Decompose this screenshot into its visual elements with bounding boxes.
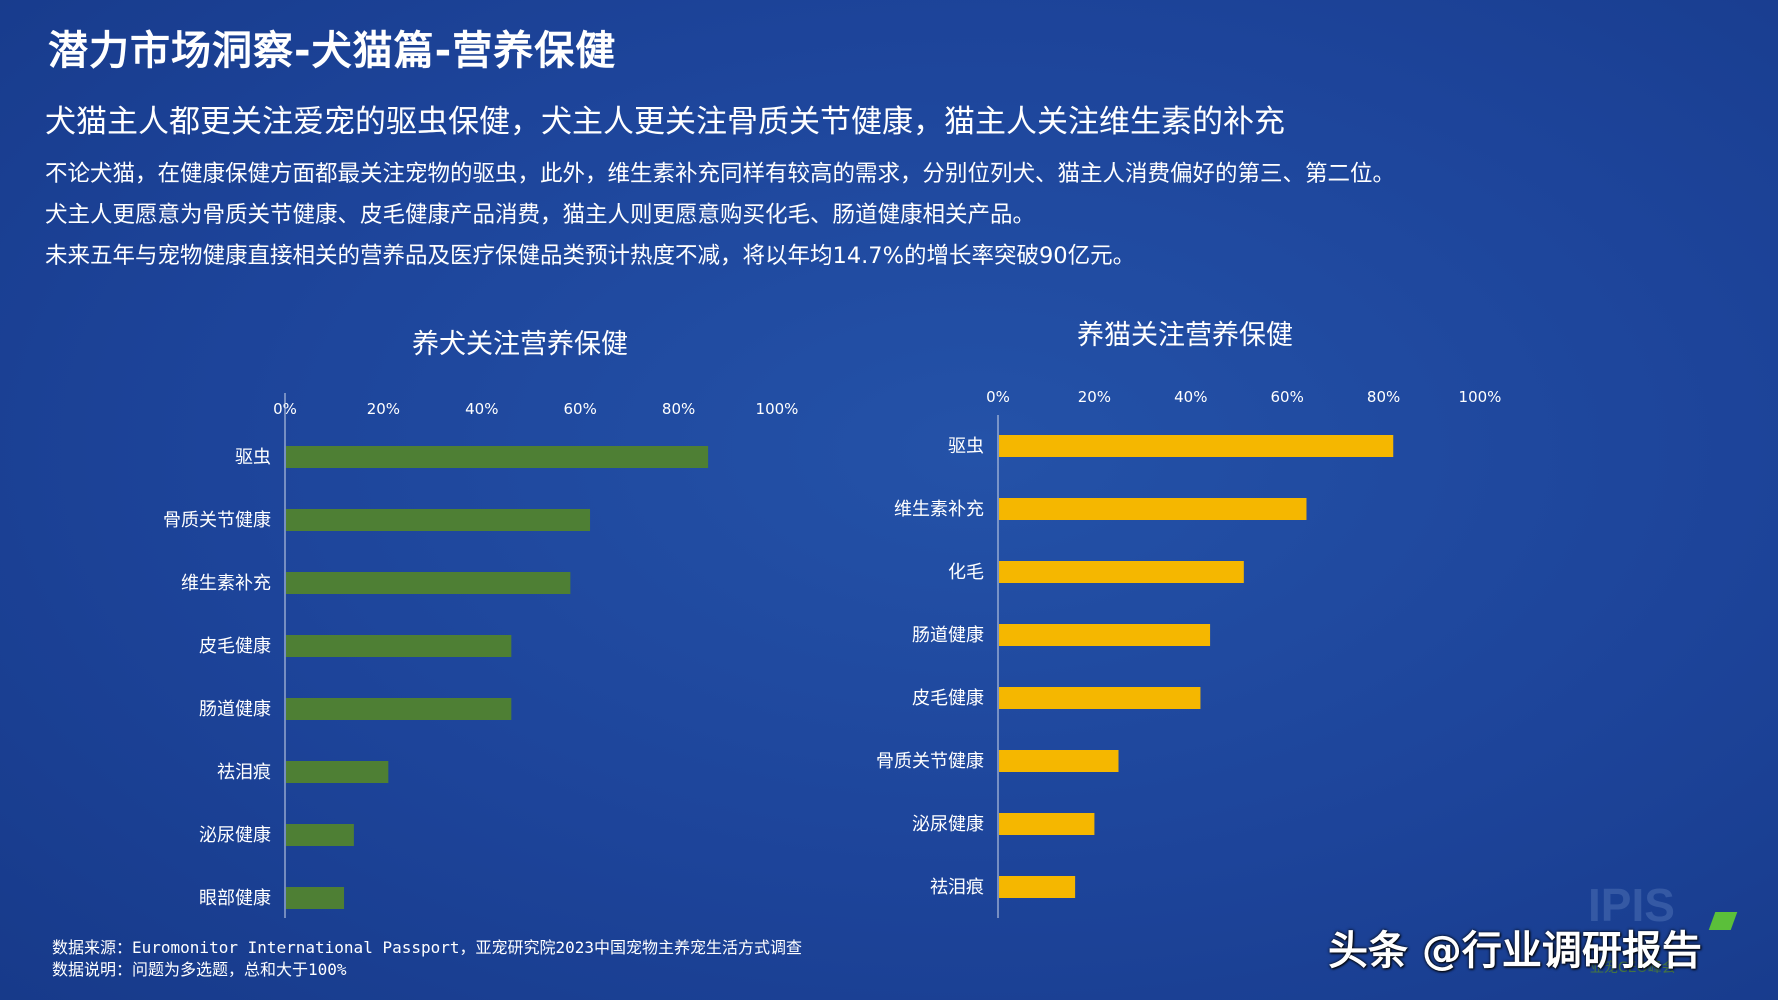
cat-bar bbox=[999, 876, 1076, 898]
cat-category-label: 泌尿健康 bbox=[912, 814, 984, 835]
cat-tick-label: 60% bbox=[1271, 388, 1304, 406]
dog-category-label: 驱虫 bbox=[235, 447, 271, 468]
dog-tick-label: 100% bbox=[756, 400, 799, 418]
cat-bar bbox=[999, 498, 1307, 520]
dog-bar bbox=[286, 761, 389, 783]
cat-category-label: 祛泪痕 bbox=[930, 877, 984, 898]
dog-bar bbox=[286, 887, 345, 909]
note-line: 数据说明：问题为多选题，总和大于100% bbox=[52, 960, 347, 979]
cat-bar bbox=[999, 435, 1394, 457]
cat-bar bbox=[999, 750, 1119, 772]
dog-category-label: 眼部健康 bbox=[199, 888, 271, 909]
logo-subtext: 亚宠CEO峰会 bbox=[1590, 960, 1676, 976]
cat-bar bbox=[999, 687, 1201, 709]
cat-tick-label: 0% bbox=[986, 388, 1010, 406]
cat-tick-label: 100% bbox=[1459, 388, 1502, 406]
dog-bar bbox=[286, 635, 512, 657]
dog-bar bbox=[286, 824, 354, 846]
dog-chart-title: 养犬关注营养保健 bbox=[412, 329, 628, 360]
cat-chart-title: 养猫关注营养保健 bbox=[1077, 320, 1293, 351]
summary-paragraph-2: 犬主人更愿意为骨质关节健康、皮毛健康产品消费，猫主人则更愿意购买化毛、肠道健康相… bbox=[45, 202, 1036, 228]
dog-category-label: 骨质关节健康 bbox=[163, 510, 271, 531]
dog-category-label: 肠道健康 bbox=[199, 699, 271, 720]
source-line: 数据来源：Euromonitor International Passport，… bbox=[52, 938, 803, 957]
cat-tick-label: 80% bbox=[1367, 388, 1400, 406]
dog-category-label: 维生素补充 bbox=[181, 573, 271, 594]
dog-category-label: 泌尿健康 bbox=[199, 825, 271, 846]
cat-bar bbox=[999, 813, 1095, 835]
cat-category-label: 驱虫 bbox=[948, 436, 984, 457]
dog-tick-label: 40% bbox=[465, 400, 498, 418]
data-source-note: 数据来源：Euromonitor International Passport，… bbox=[52, 937, 802, 981]
cat-category-label: 骨质关节健康 bbox=[876, 751, 984, 772]
dog-tick-label: 20% bbox=[367, 400, 400, 418]
watermark: 头条 @行业调研报告 bbox=[1328, 928, 1702, 974]
dog-category-label: 皮毛健康 bbox=[199, 636, 271, 657]
dog-tick-label: 60% bbox=[564, 400, 597, 418]
summary-paragraph-1: 不论犬猫，在健康保健方面都最关注宠物的驱虫，此外，维生素补充同样有较高的需求，分… bbox=[45, 161, 1396, 187]
page-title: 潜力市场洞察-犬猫篇-营养保健 bbox=[48, 28, 617, 74]
cat-bar bbox=[999, 624, 1211, 646]
cat-category-label: 化毛 bbox=[948, 562, 984, 583]
dog-bar bbox=[286, 446, 709, 468]
dog-bar bbox=[286, 509, 591, 531]
summary-paragraph-3: 未来五年与宠物健康直接相关的营养品及医疗保健品类预计热度不减，将以年均14.7%… bbox=[45, 243, 1136, 269]
cat-tick-label: 20% bbox=[1078, 388, 1111, 406]
dog-category-label: 祛泪痕 bbox=[217, 762, 271, 783]
cat-tick-label: 40% bbox=[1174, 388, 1207, 406]
dog-bar bbox=[286, 698, 512, 720]
cat-category-label: 维生素补充 bbox=[894, 499, 984, 520]
dog-bar bbox=[286, 572, 571, 594]
dog-tick-label: 80% bbox=[662, 400, 695, 418]
cat-bar bbox=[999, 561, 1244, 583]
page-subtitle: 犬猫主人都更关注爱宠的驱虫保健，犬主人更关注骨质关节健康，猫主人关注维生素的补充 bbox=[45, 104, 1285, 140]
ipis-logo: IPIS bbox=[1588, 879, 1675, 931]
cat-category-label: 肠道健康 bbox=[912, 625, 984, 646]
cat-category-label: 皮毛健康 bbox=[912, 688, 984, 709]
